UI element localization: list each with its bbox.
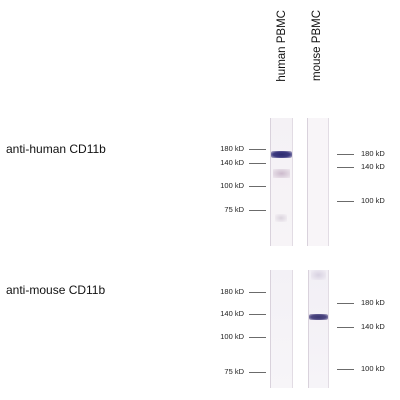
marker-left-180: 180 kD — [186, 287, 266, 297]
marker-left-100: 100 kD — [186, 181, 266, 191]
panel-label-anti-human: anti-human CD11b — [6, 142, 106, 156]
marker-right-180: 180 kD — [337, 298, 400, 308]
marker-left-75: 75 kD — [186, 367, 266, 377]
column-label-human-pbmc: human PBMC — [276, 10, 288, 82]
faint-band-mouse-lane — [311, 270, 326, 280]
band-mouse-cd11b-140kd — [309, 314, 328, 320]
band-human-faint — [273, 169, 290, 178]
lane-human-pbmc — [270, 270, 293, 388]
marker-right-180: 180 kD — [337, 149, 400, 159]
panel-label-anti-mouse: anti-mouse CD11b — [6, 283, 106, 297]
marker-left-75: 75 kD — [186, 205, 266, 215]
marker-right-100: 100 kD — [337, 196, 400, 206]
marker-left-100: 100 kD — [186, 332, 266, 342]
marker-left-180: 180 kD — [186, 144, 266, 154]
marker-right-100: 100 kD — [337, 364, 400, 374]
band-human-cd11b-150kd — [271, 151, 292, 158]
marker-right-140: 140 kD — [337, 322, 400, 332]
lane-human-pbmc — [270, 118, 293, 246]
column-label-mouse-pbmc: mouse PBMC — [311, 10, 323, 81]
marker-right-140: 140 kD — [337, 162, 400, 172]
lane-mouse-pbmc — [308, 270, 329, 388]
marker-left-140: 140 kD — [186, 309, 266, 319]
lane-mouse-pbmc — [307, 118, 329, 246]
smudge-human-lane — [275, 214, 287, 222]
marker-left-140: 140 kD — [186, 158, 266, 168]
